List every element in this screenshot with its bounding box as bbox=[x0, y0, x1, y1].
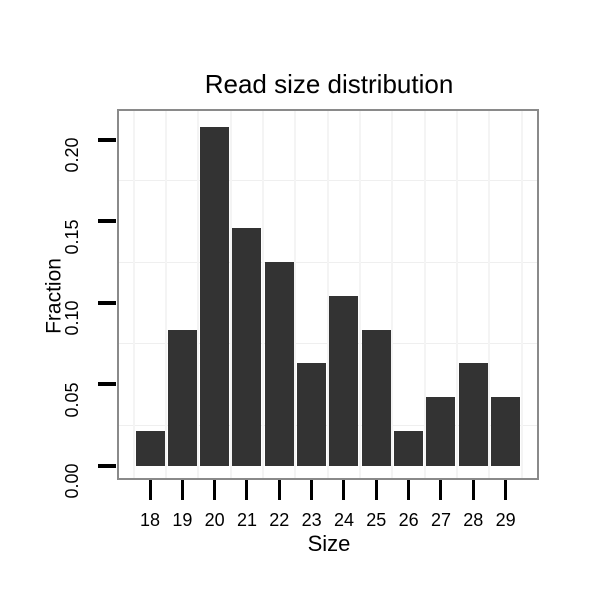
x-axis-tick bbox=[407, 480, 411, 500]
x-tick-label: 24 bbox=[333, 510, 354, 530]
x-tick-label: 26 bbox=[398, 510, 419, 530]
y-tick-label: 0.10 bbox=[62, 300, 82, 336]
x-axis-title: Size bbox=[307, 531, 351, 556]
x-tick-label: 28 bbox=[463, 510, 484, 530]
x-axis-tick bbox=[310, 480, 314, 500]
x-tick-label: 18 bbox=[139, 510, 161, 530]
bar-29 bbox=[491, 397, 521, 466]
vertical-gridline bbox=[197, 111, 200, 478]
y-tick-label: 0.05 bbox=[62, 382, 82, 418]
x-tick-label: 29 bbox=[495, 510, 516, 530]
vertical-gridline bbox=[165, 111, 168, 478]
bar-18 bbox=[135, 431, 165, 466]
vertical-gridline bbox=[262, 111, 265, 478]
bar-22 bbox=[264, 261, 294, 466]
x-axis-tick bbox=[245, 480, 249, 500]
vertical-gridline bbox=[520, 111, 523, 478]
y-tick-label: 0.15 bbox=[62, 219, 82, 255]
y-tick-label: 0.00 bbox=[62, 463, 82, 499]
x-tick-label: 19 bbox=[172, 510, 193, 530]
bar-27 bbox=[426, 397, 456, 466]
x-axis-tick bbox=[148, 480, 152, 500]
vertical-gridline bbox=[326, 111, 329, 478]
bar-21 bbox=[232, 227, 262, 466]
bar-28 bbox=[458, 363, 488, 466]
x-axis-tick bbox=[374, 480, 378, 500]
bar-23 bbox=[297, 363, 327, 466]
x-tick-label: 25 bbox=[366, 510, 387, 530]
x-tick-label: 27 bbox=[430, 510, 451, 530]
vertical-gridline bbox=[488, 111, 491, 478]
bar-24 bbox=[329, 296, 359, 466]
x-tick-label: 23 bbox=[301, 510, 322, 530]
y-axis-tick bbox=[98, 300, 116, 305]
x-tick-label: 20 bbox=[204, 510, 225, 530]
x-axis-tick bbox=[439, 480, 443, 500]
x-axis-tick bbox=[180, 480, 184, 500]
bar-19 bbox=[167, 330, 197, 466]
x-axis-tick bbox=[342, 480, 346, 500]
x-axis-tick bbox=[277, 480, 281, 500]
x-axis-tick bbox=[213, 480, 217, 500]
vertical-gridline bbox=[423, 111, 426, 478]
chart-title: Read size distribution bbox=[204, 69, 454, 99]
x-axis-tick bbox=[471, 480, 475, 500]
vertical-gridline bbox=[132, 111, 135, 478]
vertical-gridline bbox=[359, 111, 362, 478]
y-axis-tick bbox=[98, 463, 116, 468]
vertical-gridline bbox=[456, 111, 459, 478]
y-axis-tick bbox=[98, 382, 116, 387]
y-axis-tick bbox=[98, 219, 116, 224]
plot-panel bbox=[117, 109, 539, 480]
x-tick-label: 22 bbox=[269, 510, 290, 530]
bar-26 bbox=[394, 431, 424, 466]
vertical-gridline bbox=[229, 111, 232, 478]
vertical-gridline bbox=[391, 111, 394, 478]
x-tick-label: 21 bbox=[236, 510, 257, 530]
bar-25 bbox=[361, 330, 391, 466]
x-axis-tick bbox=[504, 480, 508, 500]
bar-20 bbox=[200, 126, 230, 466]
y-axis-tick bbox=[98, 137, 116, 142]
vertical-gridline bbox=[294, 111, 297, 478]
y-tick-label: 0.20 bbox=[62, 137, 82, 173]
